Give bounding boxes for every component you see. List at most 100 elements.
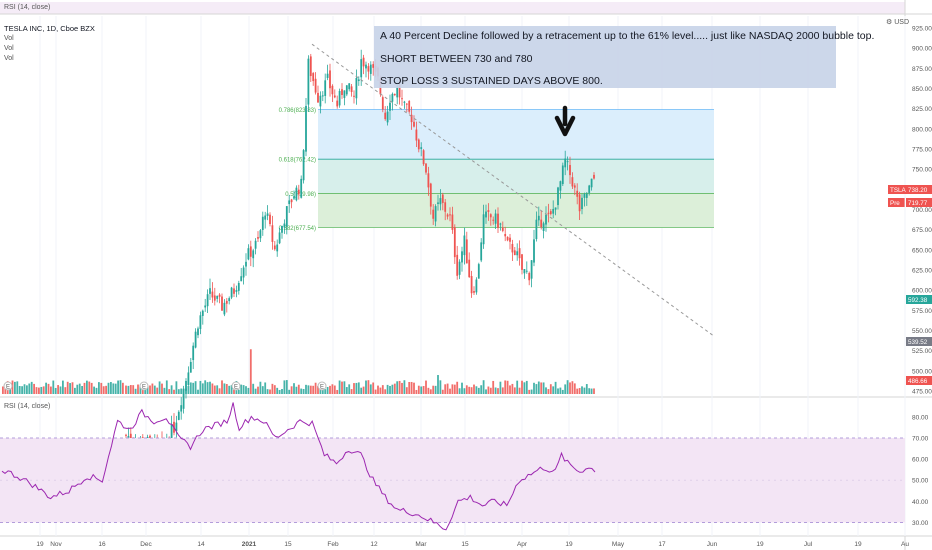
volume-bar	[264, 382, 267, 394]
candle-body	[547, 212, 550, 214]
candle-body	[209, 288, 211, 294]
volume-bar	[54, 387, 57, 394]
candle-body	[309, 56, 312, 77]
candle-body	[230, 287, 233, 298]
axes: 925.00 900.00 875.00 850.00 825.00 800.00 775.…	[36, 26, 932, 548]
gear-icon[interactable]: ⚙	[886, 19, 893, 26]
candle-body	[211, 291, 214, 298]
price-tick: 925.00	[912, 26, 932, 33]
candle-body	[513, 250, 516, 256]
volume-bar	[149, 385, 151, 394]
volume-bar	[165, 380, 168, 394]
mini-indicator-label: RSI (14, close)	[4, 4, 51, 11]
candle-body	[410, 114, 413, 123]
volume-bar	[163, 387, 166, 394]
price-tick: 700.00	[912, 207, 932, 214]
candle-body	[482, 214, 485, 245]
volume-bar	[175, 381, 178, 394]
volume-bar	[449, 388, 451, 394]
currency-label: ⚙ USD	[886, 18, 909, 26]
time-label: Jul	[804, 541, 813, 548]
volume-bar	[461, 382, 463, 394]
volume-bar	[540, 382, 543, 394]
candle-body	[516, 251, 519, 256]
candle-body	[225, 300, 228, 304]
volume-bar	[192, 382, 195, 394]
volume-bar	[355, 382, 358, 394]
fib-retracement-zone: 0.786(823.83)0.618(762.42)0.5(719.98)0.3…	[279, 108, 714, 232]
candle-body	[417, 139, 420, 150]
volume-bar	[585, 384, 588, 394]
symbol-legend[interactable]: TESLA INC, 1D, Cboe BZX	[4, 24, 95, 33]
vol-legend-3[interactable]: Vol	[4, 55, 14, 62]
volume-bar	[161, 383, 163, 394]
volume-bar	[11, 380, 14, 394]
volume-bar	[281, 389, 283, 394]
candle-body	[127, 436, 130, 439]
volume-bar	[518, 387, 521, 394]
fib-label-0.618: 0.618(762.42)	[279, 158, 316, 164]
candle-body	[242, 267, 245, 278]
volume-bar	[564, 384, 567, 394]
candle-body	[283, 223, 286, 228]
candle-body	[441, 194, 444, 203]
price-tick: 600.00	[912, 288, 932, 295]
candle-body	[405, 103, 408, 105]
volume-bar	[475, 386, 478, 394]
candle-body	[396, 86, 399, 98]
currency-text: USD	[894, 19, 910, 26]
volume-bar	[497, 388, 499, 394]
volume-bar	[372, 382, 375, 394]
time-label: 19	[756, 541, 764, 548]
candle-body	[446, 214, 449, 217]
price-tick: 875.00	[912, 66, 932, 73]
candle-body	[360, 59, 363, 78]
volume-bar	[537, 381, 540, 394]
rsi-legend[interactable]: RSI (14, close)	[4, 403, 51, 410]
volume-bar	[326, 386, 329, 394]
volume-bar	[4, 387, 7, 394]
candle-body	[420, 147, 423, 149]
volume-bar	[528, 389, 531, 394]
vol-legend-2[interactable]: Vol	[4, 45, 14, 52]
vol-legend-1[interactable]: Vol	[4, 35, 14, 42]
candle-body	[197, 328, 199, 336]
volume-bar	[211, 383, 214, 394]
candle-body	[588, 185, 591, 193]
volume-bar	[309, 385, 312, 394]
volume-bar	[437, 375, 439, 394]
candle-body	[192, 345, 195, 361]
volume-bar	[110, 382, 112, 394]
candle-body	[477, 264, 480, 279]
time-label: Au	[901, 541, 909, 548]
volume-bar	[290, 386, 293, 394]
volume-bar	[218, 388, 221, 394]
volume-bar	[353, 383, 355, 394]
volume-bar	[151, 383, 154, 394]
volume-bar	[276, 387, 279, 394]
volume-bar	[432, 385, 435, 394]
volume-bar	[343, 381, 346, 394]
price-badge	[906, 198, 932, 207]
candle-body	[223, 302, 226, 315]
volume-bar	[257, 386, 259, 394]
volume-bar	[573, 383, 576, 394]
volume-bar	[453, 384, 456, 394]
volume-bar	[468, 386, 471, 394]
volume-bar	[456, 381, 459, 394]
candle-body	[473, 291, 475, 293]
volume-bar	[28, 383, 31, 394]
candle-body	[415, 129, 418, 141]
volume-bar	[297, 384, 300, 394]
volume-bar	[552, 386, 555, 394]
volume-bar	[569, 382, 571, 394]
volume-bar	[223, 383, 226, 394]
candle-body	[216, 295, 219, 299]
volume-bar	[168, 389, 171, 394]
candle-body	[218, 294, 221, 297]
annotation-box[interactable]	[374, 26, 836, 88]
volume-bar	[317, 386, 319, 394]
volume-bar	[122, 382, 124, 394]
trend-line-dashed	[311, 43, 715, 337]
candle-body	[326, 73, 329, 78]
